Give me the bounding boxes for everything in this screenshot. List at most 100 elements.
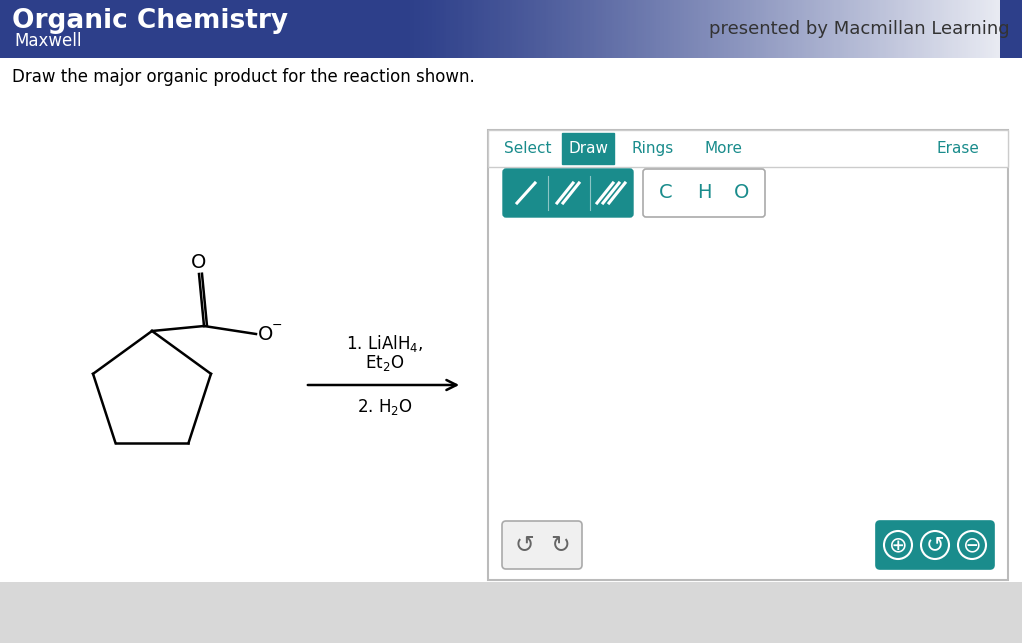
Bar [518, 0, 520, 58]
Bar [916, 0, 918, 58]
Bar [548, 0, 550, 58]
Bar [420, 0, 422, 58]
Bar [576, 0, 578, 58]
Text: 2. H$_2$O: 2. H$_2$O [357, 397, 413, 417]
Bar [560, 0, 562, 58]
Bar [487, 0, 490, 58]
Bar [642, 0, 644, 58]
Bar [454, 0, 456, 58]
Bar [900, 0, 902, 58]
Bar [556, 0, 558, 58]
Bar [968, 0, 970, 58]
Bar [464, 0, 466, 58]
Bar [698, 0, 700, 58]
Bar [402, 0, 404, 58]
Bar [938, 0, 940, 58]
Bar [724, 0, 726, 58]
Text: H: H [697, 183, 711, 203]
Bar [954, 0, 956, 58]
Bar [936, 0, 938, 58]
Bar [640, 0, 642, 58]
Bar [824, 0, 826, 58]
Bar [424, 0, 426, 58]
Bar [998, 0, 1000, 58]
Bar [746, 0, 748, 58]
Bar [688, 0, 690, 58]
Bar [708, 0, 710, 58]
Bar [944, 0, 946, 58]
Bar [678, 0, 680, 58]
Bar [414, 0, 416, 58]
Bar [780, 0, 782, 58]
Bar [794, 0, 796, 58]
Bar [514, 0, 516, 58]
Bar [592, 0, 594, 58]
Bar [646, 0, 648, 58]
Bar [442, 0, 444, 58]
Bar [876, 0, 878, 58]
Bar [850, 0, 852, 58]
Bar [428, 0, 430, 58]
Bar [902, 0, 904, 58]
Bar [966, 0, 968, 58]
Bar [758, 0, 760, 58]
Bar [614, 0, 616, 58]
Bar [508, 0, 510, 58]
Bar [772, 0, 774, 58]
Bar [600, 0, 602, 58]
Bar [974, 0, 976, 58]
Bar [492, 0, 494, 58]
Bar [472, 0, 474, 58]
Bar [602, 0, 604, 58]
Bar [692, 0, 694, 58]
Bar [946, 0, 948, 58]
Bar [406, 0, 408, 58]
Bar [480, 0, 482, 58]
Text: Maxwell: Maxwell [14, 32, 82, 50]
Bar [700, 0, 702, 58]
Bar [804, 0, 806, 58]
Bar [664, 0, 666, 58]
Bar [740, 0, 742, 58]
Bar [574, 0, 576, 58]
Bar [634, 0, 636, 58]
Bar [800, 0, 802, 58]
Bar [764, 0, 766, 58]
Bar [918, 0, 920, 58]
Bar [721, 0, 722, 58]
Bar [880, 0, 882, 58]
Bar [818, 0, 820, 58]
Bar [484, 0, 486, 58]
Bar [582, 0, 584, 58]
Bar [400, 0, 402, 58]
Bar [702, 0, 704, 58]
Text: Erase: Erase [936, 141, 979, 156]
Bar [512, 0, 514, 58]
Bar [487, 130, 1008, 580]
Text: O: O [735, 183, 750, 203]
FancyBboxPatch shape [876, 521, 994, 569]
Bar [622, 0, 624, 58]
Bar [718, 0, 721, 58]
Bar [596, 0, 598, 58]
Text: Organic Chemistry: Organic Chemistry [12, 8, 288, 34]
Bar [866, 0, 868, 58]
Bar [566, 0, 568, 58]
Bar [734, 0, 736, 58]
Bar [584, 0, 586, 58]
Bar [408, 0, 410, 58]
Text: More: More [704, 141, 742, 156]
Bar [568, 0, 570, 58]
Bar [578, 0, 580, 58]
Bar [812, 0, 814, 58]
Bar [532, 0, 535, 58]
Text: Draw the major organic product for the reaction shown.: Draw the major organic product for the r… [12, 68, 475, 86]
Bar [953, 0, 954, 58]
Bar [738, 0, 740, 58]
Bar [828, 0, 830, 58]
Bar [446, 0, 448, 58]
Bar [742, 0, 744, 58]
Text: ⊕: ⊕ [889, 535, 908, 555]
Bar [890, 0, 892, 58]
Bar [854, 0, 856, 58]
